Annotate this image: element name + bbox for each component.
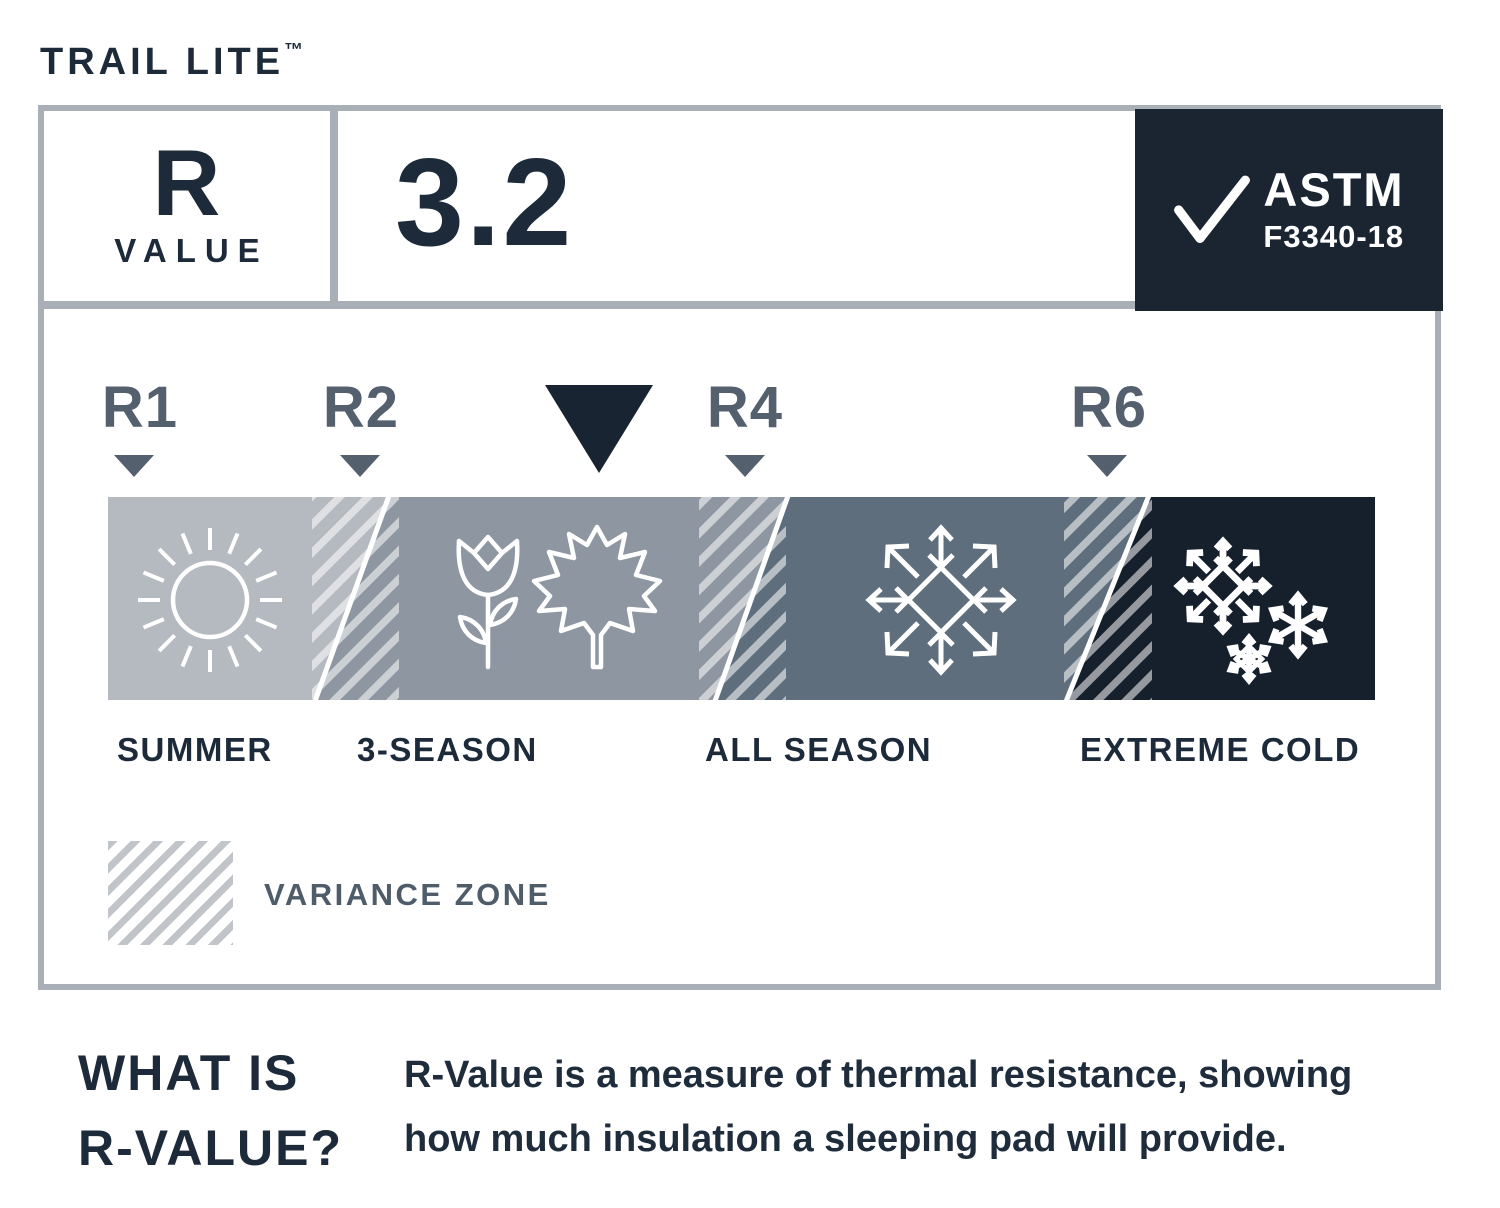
tick-triangle-r1	[114, 455, 154, 477]
value-word: VALUE	[114, 232, 269, 270]
checkmark-icon	[1174, 175, 1251, 243]
r-letter: R	[152, 129, 222, 235]
scale-marker-r1: R1	[101, 375, 179, 440]
band-label-3season: 3-SEASON	[357, 731, 538, 768]
snowflakes-filled-icon	[1177, 540, 1328, 681]
variance-zone-label: VARIANCE ZONE	[264, 877, 551, 912]
astm-label: ASTM	[1263, 163, 1405, 217]
rvalue-indicator-triangle	[545, 385, 653, 473]
rvalue-panel: R VALUE 3.2 ASTM F3340-18 R1 R2 R4 R6	[38, 105, 1443, 990]
maple-leaf-icon	[531, 524, 663, 670]
band-label-allseason: ALL SEASON	[705, 731, 933, 768]
band-allseason	[716, 497, 1146, 700]
sun-icon	[138, 528, 282, 672]
header-body-divider	[38, 301, 1441, 309]
rvalue-description-line1: R-Value is a measure of thermal resistan…	[404, 1054, 1353, 1096]
trademark-symbol: ™	[284, 40, 305, 61]
rvalue-description-line2: how much insulation a sleeping pad will …	[404, 1117, 1287, 1160]
tick-triangle-r6	[1087, 455, 1127, 477]
rvalue-scale-bar	[108, 497, 1375, 700]
zone-divider-lines	[312, 497, 1152, 700]
tick-triangle-r2	[340, 455, 380, 477]
scale-marker-r6: R6	[1070, 375, 1148, 440]
astm-badge: ASTM F3340-18	[1135, 109, 1443, 311]
product-name: TRAIL LITE	[40, 41, 285, 83]
scale-marker-r2: R2	[322, 375, 400, 440]
band-label-summer: SUMMER	[117, 731, 273, 768]
footer-heading-line1: WHAT IS	[78, 1045, 300, 1101]
astm-badge-text: ASTM F3340-18	[1263, 165, 1404, 254]
band-label-extremecold: EXTREME COLD	[1080, 731, 1361, 768]
header-cell-divider	[330, 111, 338, 301]
tick-triangle-r4	[725, 455, 765, 477]
sun-rays	[138, 528, 282, 672]
scale-marker-r4: R4	[706, 375, 784, 440]
footer-heading: WHAT IS R-VALUE?	[78, 1036, 343, 1186]
product-title: TRAIL LITE™	[40, 40, 304, 84]
tulip-icon	[456, 534, 520, 670]
rvalue-label-cell: R VALUE	[44, 111, 330, 301]
variance-zone-swatch	[108, 841, 233, 945]
rvalue-number: 3.2	[395, 134, 574, 272]
footer-heading-line2: R-VALUE?	[78, 1120, 344, 1176]
astm-standard-code: F3340-18	[1263, 218, 1405, 254]
rvalue-description: R-Value is a measure of thermal resistan…	[404, 1044, 1352, 1172]
